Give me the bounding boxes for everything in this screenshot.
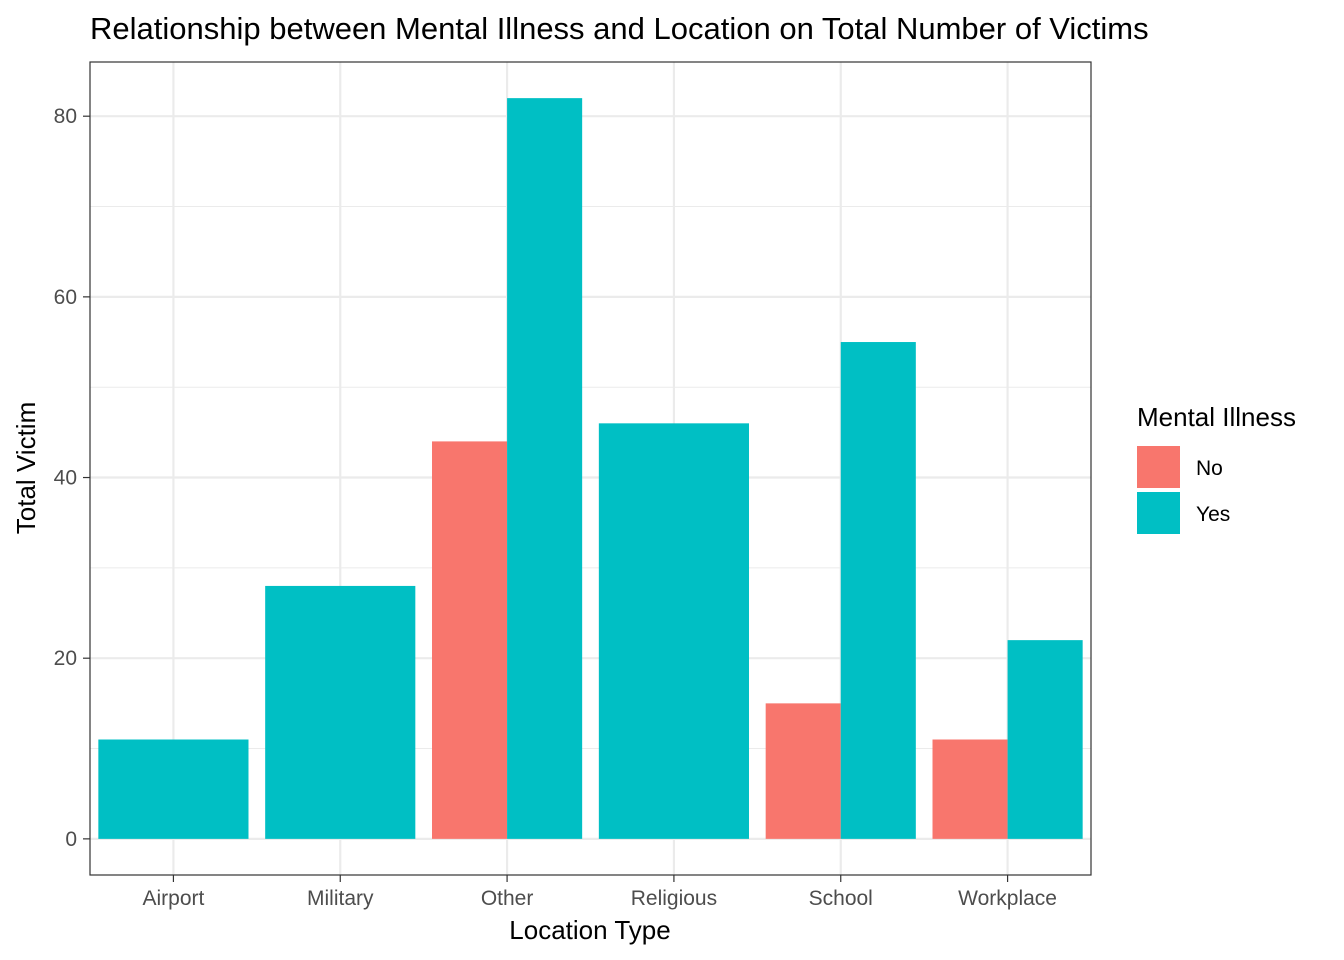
bar-school-no bbox=[765, 703, 841, 839]
y-tick-label: 0 bbox=[65, 828, 77, 851]
bar-airport-yes bbox=[98, 739, 249, 839]
y-tick-label: 80 bbox=[54, 105, 77, 128]
legend-label-yes: Yes bbox=[1196, 503, 1230, 526]
plot-border bbox=[89, 61, 1092, 876]
bar-other-yes bbox=[507, 98, 583, 839]
bars bbox=[98, 98, 1083, 839]
legend: Mental Illness No Yes bbox=[1137, 402, 1296, 534]
x-tick-label: Workplace bbox=[958, 887, 1057, 910]
y-tick-label: 60 bbox=[54, 286, 77, 309]
x-axis: Airport Military Other Religious School Workp… bbox=[142, 875, 1057, 910]
chart-title: Relationship between Mental Illness and … bbox=[90, 11, 1149, 46]
x-tick-label: Airport bbox=[142, 887, 204, 910]
bar-military-yes bbox=[265, 585, 416, 839]
x-tick-label: School bbox=[809, 887, 873, 910]
bar-religious-yes bbox=[598, 423, 749, 839]
y-axis-title: Total Victim bbox=[11, 402, 41, 534]
legend-label-no: No bbox=[1196, 457, 1223, 480]
legend-items: No Yes bbox=[1137, 446, 1230, 534]
y-tick-label: 20 bbox=[54, 647, 77, 670]
plot-panel bbox=[90, 62, 1091, 875]
legend-title: Mental Illness bbox=[1137, 402, 1296, 432]
legend-key-no bbox=[1137, 446, 1180, 488]
x-tick-label: Other bbox=[481, 887, 534, 910]
minor-gridlines bbox=[90, 206, 1091, 750]
y-axis: 0 20 40 60 80 bbox=[54, 105, 90, 851]
bar-school-yes bbox=[840, 342, 916, 839]
x-axis-title: Location Type bbox=[509, 915, 670, 945]
x-tick-label: Religious bbox=[631, 887, 717, 910]
y-tick-label: 40 bbox=[54, 467, 77, 490]
legend-key-yes bbox=[1137, 492, 1180, 534]
bar-workplace-yes bbox=[1007, 640, 1083, 839]
bar-workplace-no bbox=[932, 739, 1008, 839]
x-tick-label: Military bbox=[307, 887, 374, 910]
bar-other-no bbox=[432, 441, 508, 839]
